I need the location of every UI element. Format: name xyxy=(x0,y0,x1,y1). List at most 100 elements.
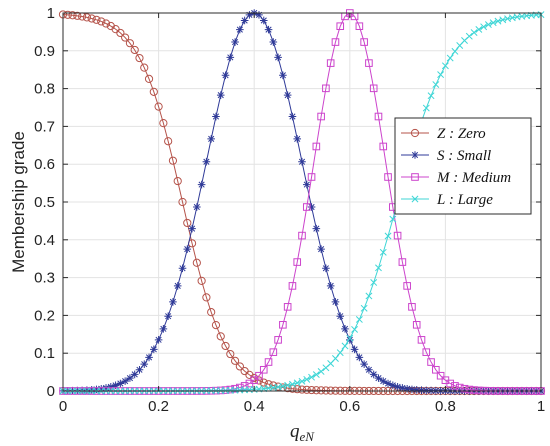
series-point xyxy=(317,112,325,121)
series-point xyxy=(322,84,330,93)
series-point xyxy=(365,59,373,67)
y-tick-label: 0.7 xyxy=(34,118,55,135)
series-point xyxy=(130,45,139,55)
legend-label: S : Small xyxy=(437,148,491,164)
series-point xyxy=(226,349,235,359)
series-point xyxy=(250,376,258,385)
series-point xyxy=(384,173,392,181)
x-tick-label: 0.6 xyxy=(339,398,360,415)
series-point xyxy=(202,157,211,166)
series-point xyxy=(369,370,378,379)
series-point xyxy=(193,203,201,211)
series-point xyxy=(297,385,307,394)
series-point xyxy=(312,371,320,379)
series-point xyxy=(216,91,225,99)
series-point xyxy=(369,84,378,93)
series-point xyxy=(393,231,402,240)
series-point xyxy=(384,232,392,240)
series-point xyxy=(494,17,502,25)
y-tick-label: 1 xyxy=(47,5,55,22)
series-point xyxy=(422,386,431,395)
series-point xyxy=(125,39,135,48)
series-point xyxy=(211,321,221,330)
series-point xyxy=(259,365,268,374)
series-point xyxy=(374,112,383,121)
series-point xyxy=(264,358,273,366)
series-point xyxy=(216,332,225,341)
series-point xyxy=(312,224,321,233)
series-point xyxy=(212,112,220,121)
series-point xyxy=(293,385,302,394)
y-tick-label: 0.2 xyxy=(34,307,55,324)
series-point xyxy=(302,180,311,189)
series-point xyxy=(135,53,144,63)
series-point xyxy=(465,32,473,40)
legend-marker xyxy=(411,151,419,159)
series-point xyxy=(202,293,211,302)
x-axis-title-main: q xyxy=(290,421,300,442)
series-point xyxy=(149,87,158,96)
series-point xyxy=(326,282,335,290)
series-point xyxy=(293,135,302,143)
series-point xyxy=(336,312,345,320)
legend-label: Z : Zero xyxy=(437,126,486,142)
series-point xyxy=(97,384,106,393)
series-point xyxy=(417,386,426,394)
series-point xyxy=(116,379,125,388)
series-point xyxy=(317,245,325,253)
series-point xyxy=(236,25,244,34)
series-point xyxy=(379,142,388,151)
series-point xyxy=(255,11,263,19)
series-point xyxy=(375,264,382,272)
x-tick-label: 0 xyxy=(59,398,67,415)
x-tick-label: 0.4 xyxy=(244,398,265,415)
series-point xyxy=(126,374,134,382)
series-point xyxy=(475,25,483,33)
series-point xyxy=(116,28,125,38)
legend: Z : Zero S : Small M : Medium L : Large xyxy=(394,117,532,215)
series-point xyxy=(351,325,359,333)
series-point xyxy=(298,157,306,166)
series-point xyxy=(159,119,168,128)
series-point xyxy=(422,104,430,112)
series-point xyxy=(164,312,172,320)
series-point xyxy=(197,276,206,285)
y-tick-label: 0.6 xyxy=(34,156,55,173)
y-axis-title: Membership grade xyxy=(9,131,28,273)
series-point xyxy=(475,386,483,395)
series-point xyxy=(168,156,178,165)
series-point xyxy=(470,386,478,394)
series-point xyxy=(226,53,235,62)
tick-labels: 0 0.2 0.4 0.6 0.8 1 0 0.1 0.2 0.3 0.4 0.5 0.6 0.7 0.8 0… xyxy=(34,5,545,415)
series-point xyxy=(412,386,421,394)
series-point xyxy=(350,345,359,354)
series-point xyxy=(130,370,139,379)
series-point xyxy=(101,19,111,28)
x-axis-title: qeN xyxy=(290,421,315,444)
series-point xyxy=(489,19,497,27)
series-point xyxy=(145,353,153,362)
series-point xyxy=(312,142,321,151)
series-point xyxy=(150,345,158,354)
series-point xyxy=(264,25,273,34)
series-point xyxy=(441,62,449,70)
series-point xyxy=(379,377,388,385)
series-point xyxy=(307,173,316,181)
y-tick-label: 0.1 xyxy=(34,345,55,362)
series-point xyxy=(159,325,168,333)
series-point xyxy=(135,365,144,374)
y-tick-label: 0.4 xyxy=(34,232,55,249)
series-point xyxy=(121,33,130,42)
series-point xyxy=(336,349,344,357)
series-point xyxy=(408,303,416,311)
series-point xyxy=(331,38,340,46)
series-point xyxy=(97,17,106,26)
series-point xyxy=(283,91,292,99)
series-point xyxy=(355,22,364,31)
series-point xyxy=(207,135,215,143)
series-point xyxy=(279,71,287,80)
series-point xyxy=(197,180,206,189)
x-tick-label: 0.2 xyxy=(148,398,169,415)
series-point xyxy=(341,325,349,333)
series-point xyxy=(365,292,373,300)
